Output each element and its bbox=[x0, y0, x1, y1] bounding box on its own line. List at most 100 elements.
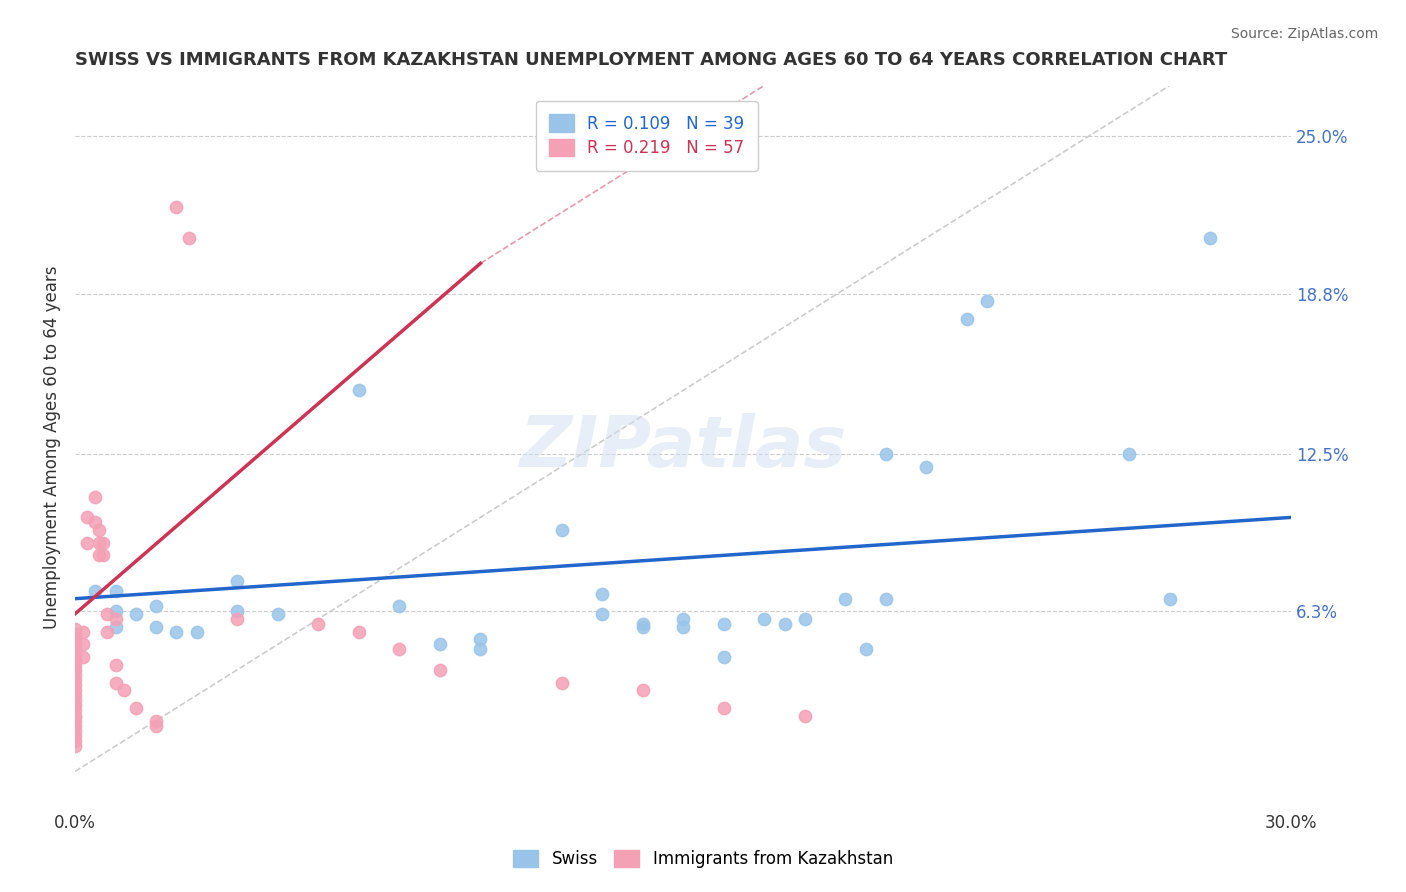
Point bbox=[470, 632, 492, 647]
Point bbox=[63, 723, 86, 738]
Point bbox=[112, 683, 135, 698]
Point bbox=[63, 673, 86, 687]
Point bbox=[429, 637, 451, 651]
Point bbox=[125, 701, 148, 715]
Point bbox=[145, 619, 167, 633]
Point bbox=[63, 663, 86, 677]
Text: SWISS VS IMMIGRANTS FROM KAZAKHSTAN UNEMPLOYMENT AMONG AGES 60 TO 64 YEARS CORRE: SWISS VS IMMIGRANTS FROM KAZAKHSTAN UNEM… bbox=[75, 51, 1227, 69]
Point bbox=[347, 624, 370, 639]
Point bbox=[915, 459, 938, 474]
Point bbox=[63, 668, 86, 682]
Point bbox=[63, 714, 86, 728]
Point bbox=[63, 698, 86, 713]
Point bbox=[631, 619, 654, 633]
Point bbox=[104, 584, 127, 599]
Point bbox=[347, 384, 370, 398]
Point bbox=[226, 612, 249, 626]
Legend: R = 0.109   N = 39, R = 0.219   N = 57: R = 0.109 N = 39, R = 0.219 N = 57 bbox=[536, 101, 758, 170]
Point bbox=[63, 734, 86, 748]
Point bbox=[96, 624, 118, 639]
Point bbox=[1159, 591, 1181, 606]
Point bbox=[550, 675, 572, 690]
Legend: Swiss, Immigrants from Kazakhstan: Swiss, Immigrants from Kazakhstan bbox=[506, 843, 900, 875]
Point bbox=[713, 617, 735, 632]
Point bbox=[875, 447, 897, 461]
Point bbox=[754, 612, 776, 626]
Point bbox=[226, 574, 249, 588]
Point bbox=[125, 607, 148, 621]
Point bbox=[63, 657, 86, 672]
Point bbox=[93, 536, 115, 550]
Point bbox=[76, 510, 98, 524]
Point bbox=[976, 294, 998, 309]
Point bbox=[63, 637, 86, 651]
Point bbox=[591, 586, 613, 600]
Point bbox=[672, 619, 695, 633]
Point bbox=[89, 549, 111, 563]
Point bbox=[104, 604, 127, 618]
Point bbox=[96, 607, 118, 621]
Point bbox=[63, 627, 86, 641]
Point bbox=[713, 650, 735, 665]
Point bbox=[63, 683, 86, 698]
Point bbox=[63, 653, 86, 667]
Point bbox=[470, 642, 492, 657]
Point bbox=[145, 719, 167, 733]
Point bbox=[1199, 231, 1222, 245]
Point bbox=[72, 637, 94, 651]
Point bbox=[591, 607, 613, 621]
Point bbox=[834, 591, 856, 606]
Point bbox=[429, 663, 451, 677]
Point bbox=[672, 612, 695, 626]
Point bbox=[72, 624, 94, 639]
Point bbox=[1118, 447, 1140, 461]
Point bbox=[104, 657, 127, 672]
Point bbox=[145, 599, 167, 614]
Point bbox=[76, 536, 98, 550]
Point bbox=[104, 612, 127, 626]
Point bbox=[84, 490, 107, 504]
Text: Source: ZipAtlas.com: Source: ZipAtlas.com bbox=[1230, 27, 1378, 41]
Point bbox=[63, 739, 86, 753]
Point bbox=[63, 678, 86, 692]
Point bbox=[793, 612, 815, 626]
Point bbox=[63, 693, 86, 707]
Point bbox=[550, 523, 572, 537]
Point bbox=[104, 619, 127, 633]
Point bbox=[165, 201, 187, 215]
Point bbox=[713, 701, 735, 715]
Point bbox=[226, 604, 249, 618]
Point bbox=[186, 624, 208, 639]
Point bbox=[63, 688, 86, 702]
Point bbox=[72, 650, 94, 665]
Point bbox=[855, 642, 877, 657]
Point bbox=[63, 719, 86, 733]
Point bbox=[388, 642, 411, 657]
Point bbox=[84, 516, 107, 530]
Point bbox=[875, 591, 897, 606]
Point bbox=[165, 624, 187, 639]
Point bbox=[63, 622, 86, 636]
Point bbox=[956, 312, 979, 326]
Point bbox=[84, 584, 107, 599]
Point bbox=[63, 708, 86, 723]
Point bbox=[307, 617, 329, 632]
Point bbox=[773, 617, 796, 632]
Point bbox=[793, 708, 815, 723]
Point bbox=[388, 599, 411, 614]
Point bbox=[631, 617, 654, 632]
Point bbox=[63, 642, 86, 657]
Point bbox=[89, 536, 111, 550]
Text: ZIPatlas: ZIPatlas bbox=[519, 413, 846, 482]
Point bbox=[631, 683, 654, 698]
Point bbox=[63, 632, 86, 647]
Point bbox=[145, 714, 167, 728]
Point bbox=[177, 231, 200, 245]
Point bbox=[63, 703, 86, 717]
Y-axis label: Unemployment Among Ages 60 to 64 years: Unemployment Among Ages 60 to 64 years bbox=[44, 266, 60, 629]
Point bbox=[267, 607, 290, 621]
Point bbox=[63, 648, 86, 662]
Point bbox=[89, 523, 111, 537]
Point bbox=[104, 675, 127, 690]
Point bbox=[63, 729, 86, 743]
